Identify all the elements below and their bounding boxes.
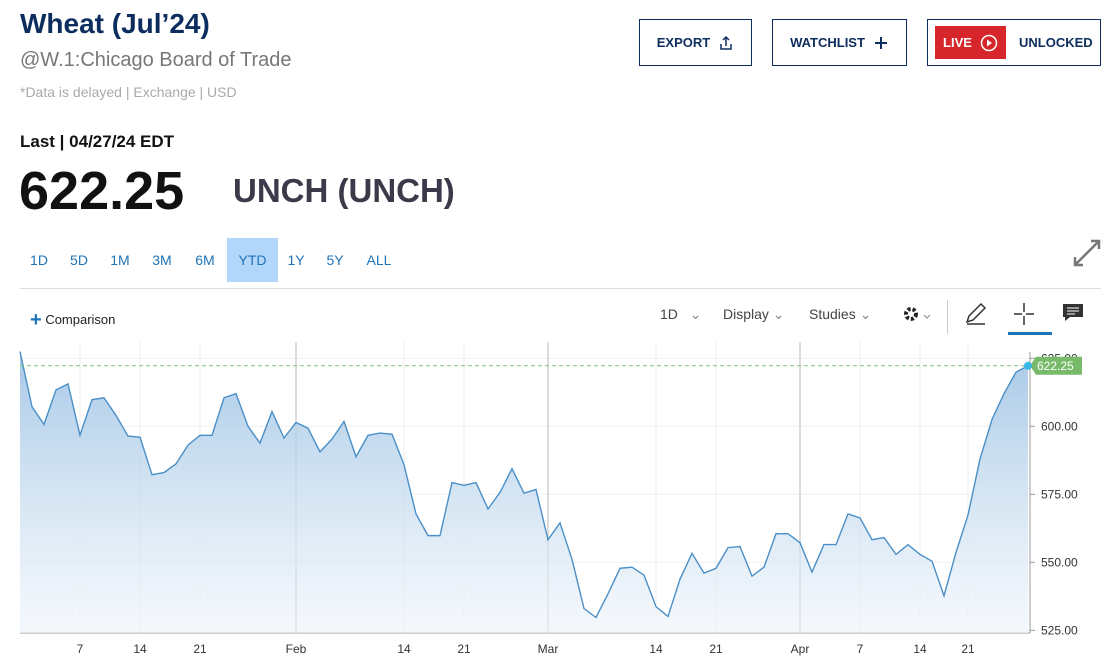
comment-icon[interactable] [1062, 303, 1084, 323]
chevron: ⌄ [772, 306, 785, 322]
range-button[interactable]: 5Y [326, 252, 344, 268]
x-tick-label: 21 [457, 642, 471, 656]
chevron: ⌄ [859, 306, 872, 322]
comparison-label: Comparison [45, 312, 116, 327]
x-tick-label: Feb [286, 642, 307, 656]
chart: 525.00550.00575.00600.00625.0071421Feb14… [19, 342, 1082, 656]
y-tick-label: 600.00 [1041, 419, 1078, 433]
export-icon [720, 35, 732, 50]
settings-icon[interactable] [900, 300, 940, 328]
line [19, 351, 1029, 619]
x-tick-label: 7 [857, 642, 864, 656]
watchlist-button[interactable]: WATCHLIST [772, 19, 907, 66]
x-tick-label: 14 [913, 642, 927, 656]
play-icon [980, 34, 998, 51]
x-tick-label: 7 [77, 642, 84, 656]
range-button[interactable]: 6M [195, 252, 215, 268]
plus-icon [874, 36, 887, 49]
range-button[interactable]: 1D [30, 252, 48, 268]
unlocked-label: UNLOCKED [1019, 35, 1093, 50]
x-tick-label: 21 [961, 642, 975, 656]
crosshair-icon[interactable] [1008, 300, 1052, 336]
x-tick-label: 14 [133, 642, 147, 656]
note: *Data is delayed | Exchange | USD [20, 84, 237, 100]
chevron: ⌄ [689, 306, 702, 322]
live-label: LIVE [943, 35, 972, 50]
display-label: Display [723, 306, 769, 322]
symbol: @W.1:Chicago Board of Trade [20, 49, 292, 71]
x-tick-label: Mar [538, 642, 559, 656]
draw-icon[interactable] [963, 300, 989, 326]
live-button[interactable]: LIVE UNLOCKED [927, 19, 1101, 66]
range-button[interactable]: 3M [152, 252, 172, 268]
y-tick-label: 525.00 [1041, 623, 1078, 637]
x-tick-label: 14 [649, 642, 663, 656]
live-badge: LIVE [935, 26, 1006, 59]
range-button[interactable]: 1M [110, 252, 130, 268]
interval-label: 1D [660, 306, 678, 322]
interval-button[interactable]: 1D ⌄ [660, 306, 702, 323]
last-value-tag [1030, 356, 1082, 375]
export-label: EXPORT [656, 35, 711, 50]
y-tick-label: 575.00 [1041, 487, 1078, 501]
range-button[interactable]: 1Y [287, 252, 305, 268]
plus: + [30, 309, 42, 331]
title: Wheat (Jul’24) [20, 8, 210, 39]
area [20, 351, 1028, 633]
last-value-label: 622.25 [1037, 359, 1074, 373]
x-tick-label: Apr [791, 642, 810, 656]
last-label: Last | 04/27/24 EDT [20, 132, 175, 151]
range-button[interactable]: YTD [227, 238, 278, 282]
divider [947, 300, 948, 334]
expand-icon[interactable] [1072, 238, 1102, 268]
x-tick-label: 21 [193, 642, 207, 656]
comparison-button[interactable]: + Comparison [30, 309, 115, 332]
export-button[interactable]: EXPORT [639, 19, 752, 66]
studies-label: Studies [809, 306, 856, 322]
display-button[interactable]: Display ⌄ [723, 306, 785, 323]
change: UNCH (UNCH) [233, 172, 455, 209]
separator [20, 288, 1101, 289]
y-tick-label: 550.00 [1041, 555, 1078, 569]
x-tick-label: 14 [397, 642, 411, 656]
watchlist-label: WATCHLIST [790, 35, 865, 50]
studies-button[interactable]: Studies ⌄ [809, 306, 871, 323]
range-button[interactable]: ALL [366, 252, 392, 268]
x-tick-label: 21 [709, 642, 723, 656]
last-point [1024, 361, 1032, 370]
last-price: 622.25 [19, 161, 185, 221]
range-button[interactable]: 5D [70, 252, 88, 268]
